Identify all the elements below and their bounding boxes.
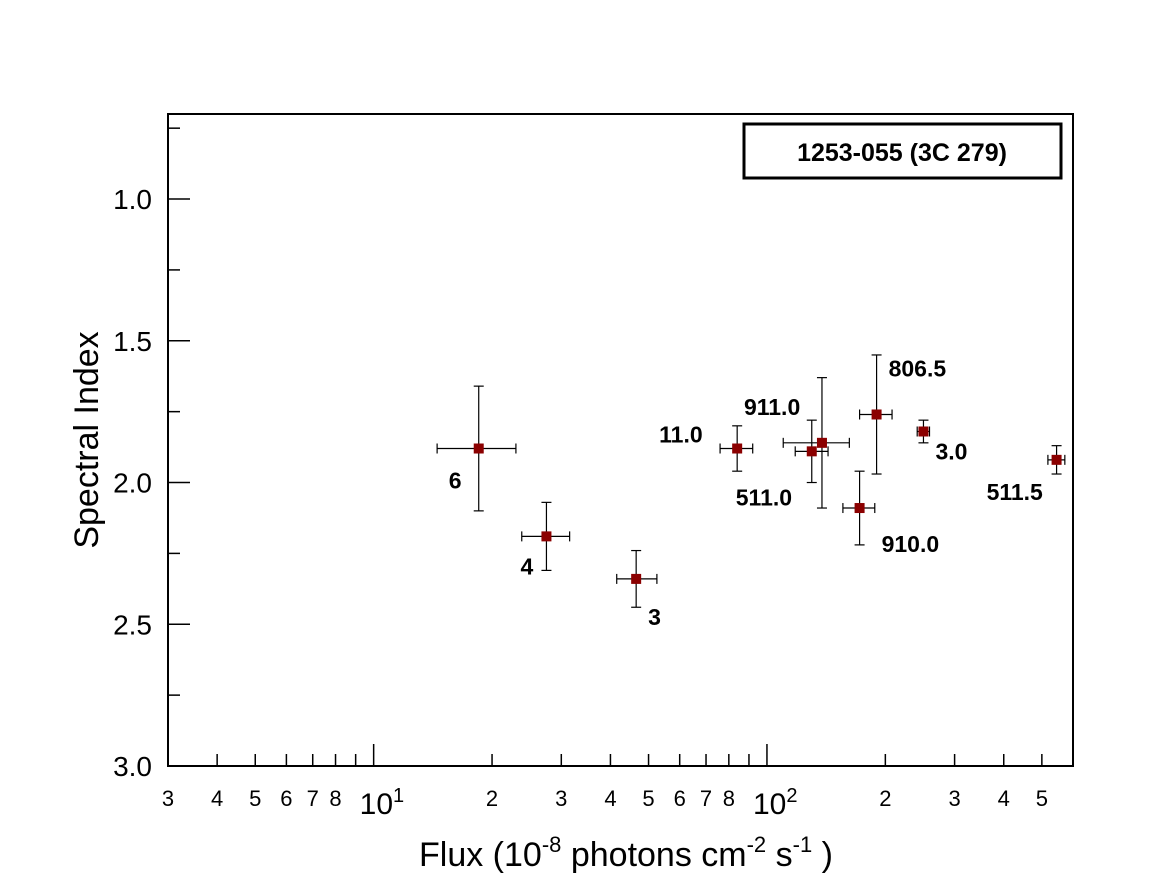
point-label: 11.0 bbox=[659, 422, 703, 448]
x-axis-title-exp2: -2 bbox=[747, 832, 767, 857]
point-label: 3 bbox=[648, 604, 661, 630]
x-axis-title-exp1: -8 bbox=[542, 832, 562, 857]
point-marker bbox=[1051, 454, 1062, 465]
x-tick-label: 2 bbox=[486, 786, 498, 811]
x-tick-label: 5 bbox=[249, 786, 261, 811]
point-marker bbox=[854, 503, 865, 514]
legend-text: 1253-055 (3C 279) bbox=[797, 139, 1007, 167]
point-marker bbox=[473, 443, 484, 454]
x-axis-title-suffix: ) bbox=[812, 836, 833, 874]
data-point bbox=[616, 549, 658, 608]
y-axis-title: Spectral Index bbox=[68, 331, 106, 548]
x-axis-title-exp3: -1 bbox=[793, 832, 813, 857]
x-axis-title: Flux (10-8 photons cm-2 s-1 ) bbox=[419, 832, 833, 874]
point-marker bbox=[631, 573, 642, 584]
y-tick-label: 1.5 bbox=[113, 326, 152, 357]
axis-ticks bbox=[167, 127, 1074, 767]
point-label: 6 bbox=[449, 468, 462, 494]
x-tick-label: 3 bbox=[948, 786, 960, 811]
x-axis-title-prefix: Flux (10 bbox=[419, 836, 542, 874]
y-tick-label: 1.0 bbox=[113, 184, 152, 215]
point-label: 911.0 bbox=[744, 394, 800, 420]
y-tick-label: 2.5 bbox=[113, 609, 152, 640]
legend-box: 1253-055 (3C 279) bbox=[742, 122, 1063, 180]
x-tick-label: 8 bbox=[329, 786, 341, 811]
x-tick-label: 5 bbox=[642, 786, 654, 811]
x-tick-label: 7 bbox=[307, 786, 319, 811]
point-marker bbox=[732, 443, 743, 454]
point-marker bbox=[816, 437, 827, 448]
x-tick-label: 7 bbox=[700, 786, 712, 811]
point-marker bbox=[541, 531, 552, 542]
data-point bbox=[858, 354, 893, 475]
point-marker bbox=[918, 426, 929, 437]
x-axis-title-mid2: s bbox=[766, 836, 792, 874]
point-marker bbox=[806, 446, 817, 457]
point-labels: 6 4 3 11.0 511.0 911.0 910.0 806.5 3.0 511.5 bbox=[449, 355, 1043, 629]
y-tick-label: 3.0 bbox=[113, 751, 152, 782]
data-point bbox=[782, 377, 850, 509]
x-tick-label: 8 bbox=[723, 786, 735, 811]
data-point bbox=[794, 419, 829, 484]
data-point bbox=[719, 425, 754, 472]
point-label: 511.5 bbox=[987, 479, 1043, 505]
point-label: 806.5 bbox=[889, 355, 947, 381]
data-point bbox=[916, 419, 931, 444]
point-label: 3.0 bbox=[935, 438, 967, 464]
x-axis-title-mid: photons cm bbox=[561, 836, 746, 874]
x-decade-label: 101 bbox=[360, 785, 405, 821]
x-tick-label: 3 bbox=[162, 786, 174, 811]
data-point bbox=[842, 470, 876, 546]
point-label: 511.0 bbox=[736, 484, 792, 510]
point-label: 910.0 bbox=[882, 531, 940, 557]
x-tick-label: 4 bbox=[211, 786, 223, 811]
x-tick-label: 6 bbox=[280, 786, 292, 811]
data-point bbox=[436, 385, 517, 512]
x-tick-label: 2 bbox=[879, 786, 891, 811]
x-tick-label: 4 bbox=[998, 786, 1010, 811]
data-points bbox=[436, 354, 1066, 608]
x-tick-label: 3 bbox=[555, 786, 567, 811]
data-point bbox=[521, 501, 571, 572]
plot-frame bbox=[167, 113, 1074, 767]
x-tick-label: 4 bbox=[604, 786, 616, 811]
x-decade-label: 102 bbox=[753, 785, 798, 821]
point-label: 4 bbox=[520, 553, 533, 579]
x-tick-label: 6 bbox=[674, 786, 686, 811]
x-tick-label: 5 bbox=[1036, 786, 1048, 811]
point-marker bbox=[871, 409, 882, 420]
data-point bbox=[1047, 445, 1066, 475]
y-tick-label: 2.0 bbox=[113, 468, 152, 499]
